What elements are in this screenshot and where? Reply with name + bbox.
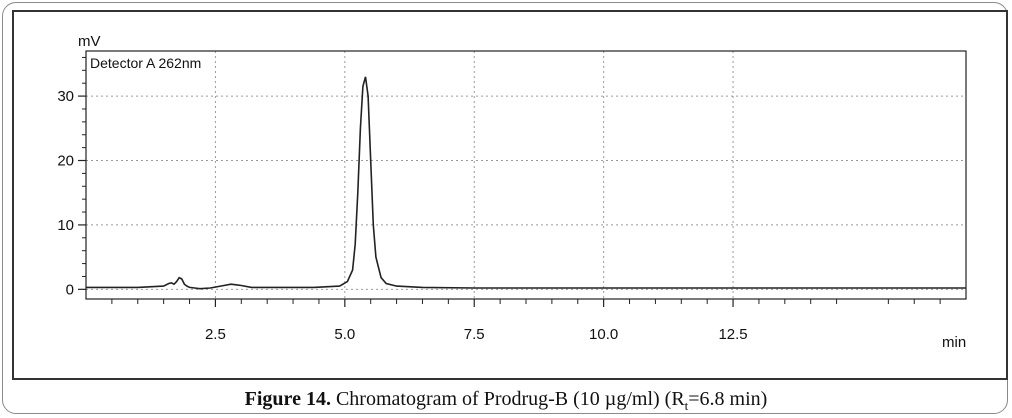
y-tick-label: 0 (66, 281, 74, 298)
chromatogram-chart: 2.5 5.0 7.5 10.0 12.5 0 10 20 30 mV min Detector… (57, 33, 967, 351)
figure-caption: Figure 14. Chromatogram of Prodrug-B (10… (0, 388, 1012, 414)
caption-text-end: =6.8 min) (688, 388, 768, 410)
plot-area-border (85, 50, 967, 300)
y-tick-label: 20 (57, 153, 74, 170)
detector-label: Detector A 262nm (90, 55, 201, 71)
x-tick-label: 10.0 (589, 326, 618, 343)
x-tick-label: 7.5 (464, 326, 485, 343)
caption-label: Figure 14. (244, 388, 331, 410)
x-axis-unit: min (942, 334, 966, 351)
grid-layer (86, 51, 966, 299)
y-axis-unit: mV (78, 33, 101, 50)
y-tick-label: 30 (57, 88, 74, 105)
chart-frame: 2.5 5.0 7.5 10.0 12.5 0 10 20 30 mV min Detector… (12, 10, 1008, 380)
x-tick-label: 2.5 (205, 326, 226, 343)
x-tick-label: 12.5 (718, 326, 747, 343)
y-tick-label: 10 (57, 217, 74, 234)
chromatogram-trace (86, 76, 966, 290)
caption-text: Chromatogram of Prodrug-B (10 µg/ml) (R (330, 388, 685, 410)
caption-subscript: t (684, 398, 689, 413)
tick-layer: 2.5 5.0 7.5 10.0 12.5 0 10 20 30 (57, 56, 941, 343)
x-tick-label: 5.0 (334, 326, 355, 343)
